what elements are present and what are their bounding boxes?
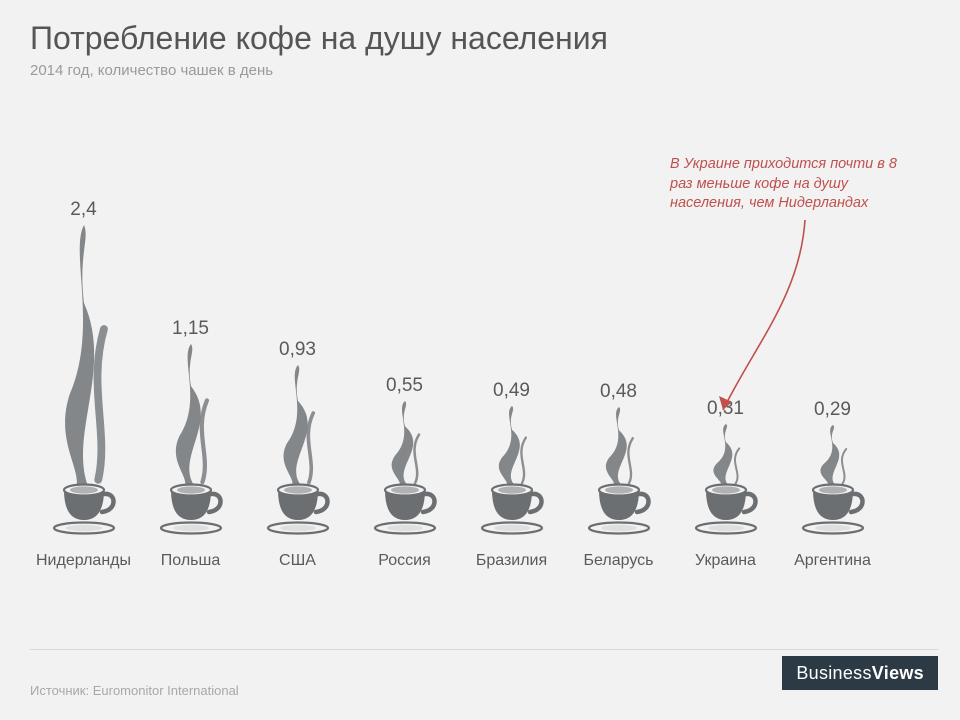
- steam-icon: [379, 401, 429, 490]
- coffee-cup-icon: [686, 480, 766, 540]
- page-subtitle: 2014 год, количество чашек в день: [30, 62, 273, 79]
- annotation-text: В Украине приходится почти в 8 раз меньш…: [670, 155, 910, 214]
- chart-value: 0,49: [458, 380, 565, 402]
- chart-category: Беларусь: [565, 552, 672, 570]
- footer-divider: [30, 649, 938, 650]
- coffee-cup-icon: [258, 480, 338, 540]
- coffee-cup-icon: [793, 480, 873, 540]
- chart-category: Бразилия: [458, 552, 565, 570]
- coffee-cup-icon: [579, 480, 659, 540]
- logo-part-a: Business: [796, 663, 871, 683]
- source-label: Источник: Euromonitor International: [30, 683, 239, 698]
- chart-category: США: [244, 552, 351, 570]
- steam-icon: [270, 365, 324, 490]
- steam-icon: [594, 407, 643, 490]
- chart-category: Нидерланды: [30, 552, 137, 570]
- chart-category: Украина: [672, 552, 779, 570]
- steam-icon: [48, 225, 119, 490]
- logo-businessviews: BusinessViews: [782, 656, 938, 690]
- page-title: Потребление кофе на душу населения: [30, 20, 608, 57]
- chart-category: Польша: [137, 552, 244, 570]
- chart-value: 0,55: [351, 375, 458, 397]
- chart-value: 2,4: [30, 199, 137, 221]
- coffee-cup-icon: [44, 480, 124, 540]
- chart-value: 0,93: [244, 339, 351, 361]
- coffee-cup-icon: [365, 480, 445, 540]
- coffee-cup-icon: [472, 480, 552, 540]
- chart-value: 0,29: [779, 399, 886, 421]
- chart-value: 0,48: [565, 381, 672, 403]
- chart-value: 0,31: [672, 398, 779, 420]
- steam-icon: [487, 406, 536, 490]
- chart-category: Россия: [351, 552, 458, 570]
- logo-part-b: Views: [872, 663, 924, 683]
- chart-category: Аргентина: [779, 552, 886, 570]
- coffee-cup-icon: [151, 480, 231, 540]
- steam-icon: [162, 344, 219, 490]
- chart-value: 1,15: [137, 318, 244, 340]
